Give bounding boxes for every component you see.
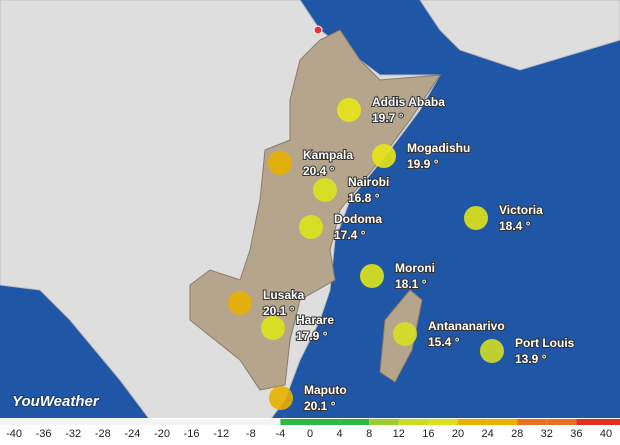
region xyxy=(189,29,441,391)
scale-segment xyxy=(162,419,192,425)
city-name: Victoria xyxy=(499,203,543,217)
city-temp: 15.4 ° xyxy=(428,335,460,349)
scale-tick: 28 xyxy=(511,428,523,440)
city-name: Dodoma xyxy=(334,212,382,226)
city-temp: 18.4 ° xyxy=(499,219,531,233)
scale-tick: 36 xyxy=(570,428,582,440)
city-dot xyxy=(480,339,504,363)
scale-segment xyxy=(517,419,547,425)
city-name: Moroni xyxy=(395,261,435,275)
city-temp: 20.1 ° xyxy=(263,304,295,318)
scale-tick: -16 xyxy=(184,428,200,440)
city-name: Lusaka xyxy=(263,288,305,302)
city-temp: 17.4 ° xyxy=(334,228,366,242)
scale-segment xyxy=(43,419,74,425)
scale-tick: -12 xyxy=(213,428,229,440)
arabia xyxy=(419,0,620,71)
scale-segment xyxy=(0,419,44,425)
marker xyxy=(313,25,323,35)
city-dot xyxy=(228,291,252,315)
city-dot xyxy=(269,386,293,410)
city-dot xyxy=(393,322,417,346)
scale-segment xyxy=(428,419,458,425)
city-dot xyxy=(464,206,488,230)
city-temp: 18.1 ° xyxy=(395,277,427,291)
scale-tick: 32 xyxy=(541,428,553,440)
scale-tick: 24 xyxy=(481,428,493,440)
scale-tick: -20 xyxy=(154,428,170,440)
scale-segment xyxy=(250,419,281,425)
city-name: Maputo xyxy=(304,383,347,397)
city-temp: 16.8 ° xyxy=(348,191,380,205)
city-dot xyxy=(360,264,384,288)
city-temp: 13.9 ° xyxy=(515,352,547,366)
scale-tick: 40 xyxy=(600,428,612,440)
city-name: Antananarivo xyxy=(428,319,505,333)
scale-segment xyxy=(221,419,251,425)
city-temp: 19.7 ° xyxy=(372,111,404,125)
city-temp: 17.9 ° xyxy=(296,329,328,343)
scale-segment xyxy=(576,419,620,425)
scale-tick: -32 xyxy=(65,428,81,440)
scale-segment xyxy=(280,419,310,425)
city-name: Kampala xyxy=(303,148,353,162)
scale-tick: 12 xyxy=(393,428,405,440)
city-temp: 20.1 ° xyxy=(304,399,336,413)
city-dot xyxy=(268,151,292,175)
scale-tick: 4 xyxy=(337,428,343,440)
scale-tick: -8 xyxy=(246,428,256,440)
city-dot xyxy=(261,316,285,340)
scale-segment xyxy=(102,419,133,425)
scale-segment xyxy=(369,419,399,425)
scale-tick: -4 xyxy=(276,428,286,440)
scale-tick: -36 xyxy=(36,428,52,440)
scale-segment xyxy=(191,419,222,425)
scale-segment xyxy=(458,419,488,425)
city-dot xyxy=(372,144,396,168)
scale-segment xyxy=(310,419,340,425)
scale-segment xyxy=(132,419,162,425)
city-name: Addis Ababa xyxy=(372,95,445,109)
city-name: Harare xyxy=(296,313,334,327)
city-temp: 19.9 ° xyxy=(407,157,439,171)
scale-tick: 8 xyxy=(366,428,372,440)
scale-tick: 16 xyxy=(422,428,434,440)
city-dot xyxy=(337,98,361,122)
scale-segment xyxy=(546,419,577,425)
city-dot xyxy=(299,215,323,239)
scale-segment xyxy=(73,419,103,425)
scale-tick: -28 xyxy=(95,428,111,440)
scale-tick: -24 xyxy=(124,428,140,440)
city-name: Mogadishu xyxy=(407,141,470,155)
scale-tick: -40 xyxy=(6,428,22,440)
scale-segment xyxy=(398,419,429,425)
city-temp: 20.4 ° xyxy=(303,164,335,178)
scale-tick: 20 xyxy=(452,428,464,440)
city-name: Nairobi xyxy=(348,175,389,189)
scale-tick: 0 xyxy=(307,428,313,440)
scale-segment xyxy=(487,419,518,425)
city-name: Port Louis xyxy=(515,336,575,350)
logo: YouWeather xyxy=(12,393,100,410)
scale-segment xyxy=(339,419,370,425)
city-dot xyxy=(313,178,337,202)
